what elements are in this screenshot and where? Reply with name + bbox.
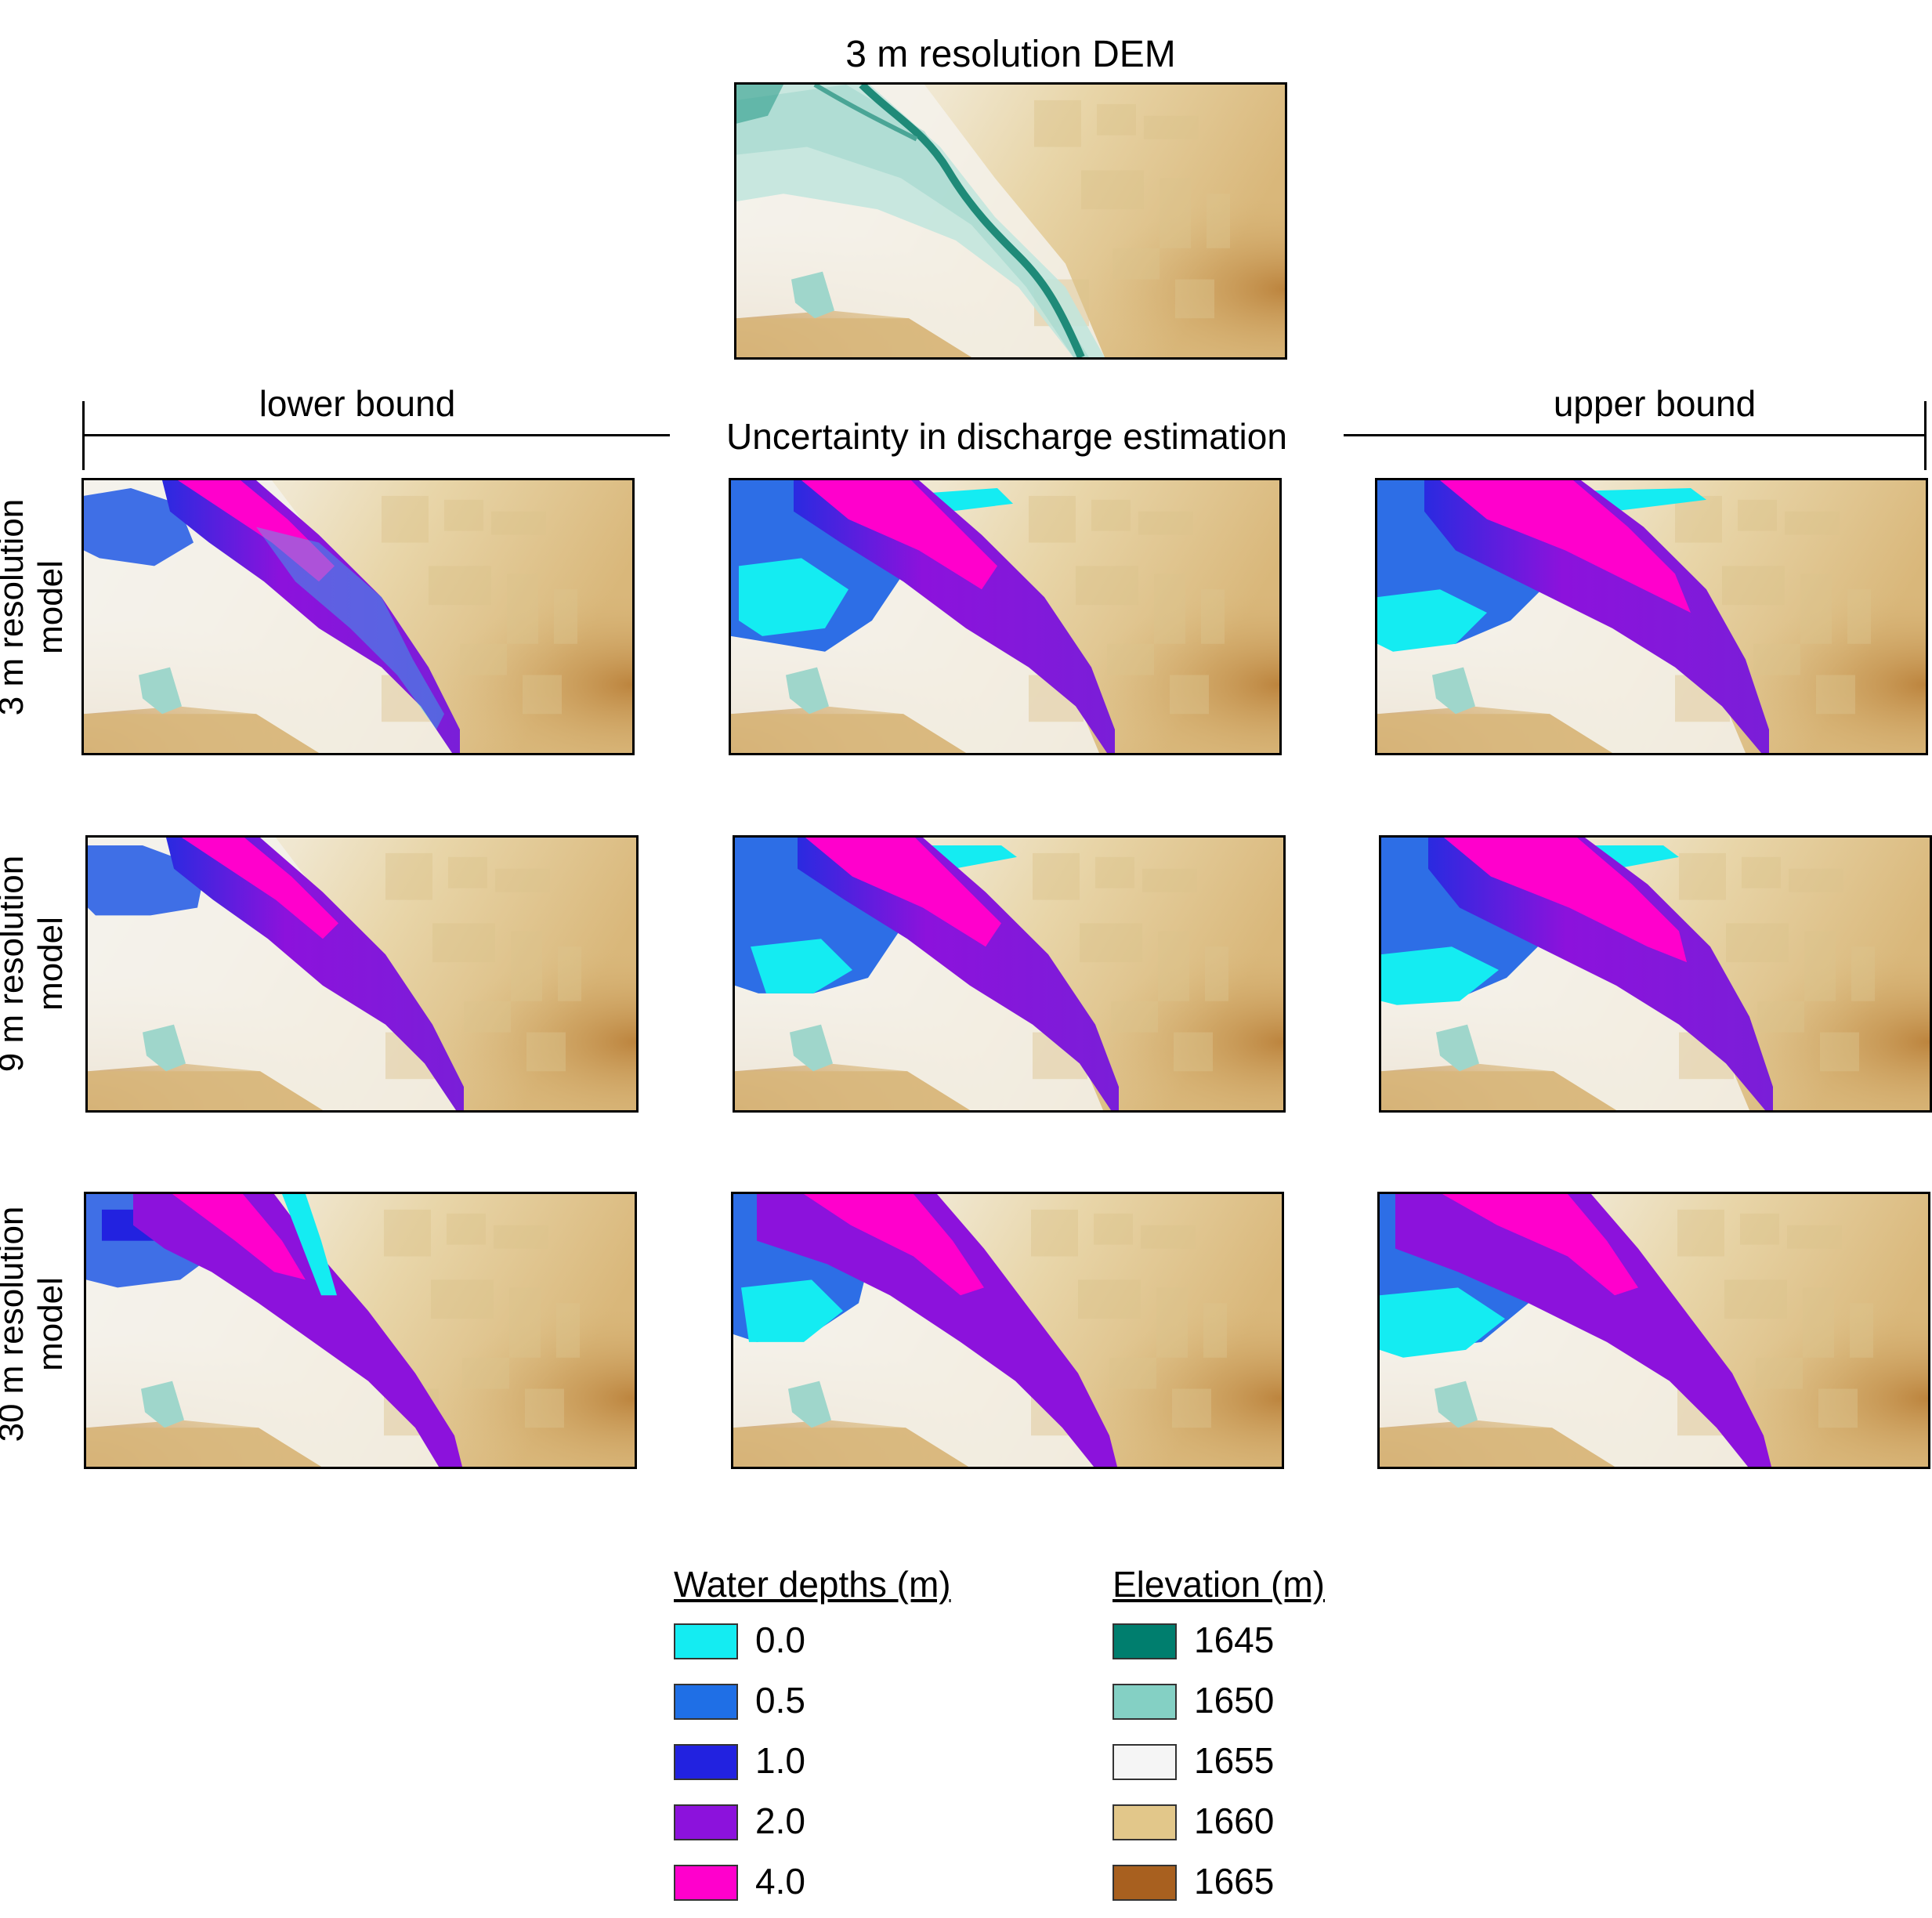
water-depth-swatch [674, 1623, 738, 1659]
elevation-swatch [1113, 1623, 1177, 1659]
water-depth-swatch [674, 1865, 738, 1901]
row-label-line1: 30 m resolution [0, 1206, 31, 1442]
uncertainty-title: Uncertainty in discharge estimation [726, 416, 1287, 457]
dem-map [734, 82, 1287, 360]
map-9m-middle [733, 835, 1286, 1113]
map-9m-lower [85, 835, 639, 1113]
water-depth-swatch [674, 1744, 738, 1780]
bracket-left-line [82, 434, 670, 436]
map-30m-upper [1377, 1192, 1930, 1469]
water-depth-label: 0.5 [755, 1680, 805, 1721]
bracket-right-tick [1924, 401, 1927, 470]
map-30m-middle [731, 1192, 1284, 1469]
row-label-line2: model [31, 917, 70, 1011]
dem-title: 3 m resolution DEM [845, 34, 1176, 75]
column-upper-bound: upper bound [1553, 383, 1757, 424]
water-depth-label: 4.0 [755, 1861, 805, 1902]
map-30m-lower [84, 1192, 637, 1469]
water-depth-swatch [674, 1684, 738, 1720]
row-label-line1: 3 m resolution [0, 498, 31, 715]
map-3m-lower [81, 478, 635, 755]
row-label-30m: 30 m resolution model [0, 1183, 71, 1465]
elevation-label: 1660 [1194, 1800, 1275, 1841]
row-label-3m: 3 m resolution model [0, 466, 71, 748]
row-label-line2: model [31, 560, 70, 654]
water-legend-title: Water depths (m) [674, 1564, 951, 1605]
elevation-label: 1655 [1194, 1740, 1275, 1781]
bracket-right-line [1344, 434, 1927, 436]
map-3m-upper [1375, 478, 1928, 755]
water-depth-label: 1.0 [755, 1740, 805, 1781]
row-label-9m: 9 m resolution model [0, 823, 71, 1105]
map-9m-upper [1379, 835, 1932, 1113]
row-label-line1: 9 m resolution [0, 855, 31, 1072]
elevation-swatch [1113, 1744, 1177, 1780]
elevation-swatch [1113, 1804, 1177, 1840]
elevation-swatch [1113, 1865, 1177, 1901]
water-depth-swatch [674, 1804, 738, 1840]
water-depth-label: 0.0 [755, 1619, 805, 1660]
elevation-legend-title: Elevation (m) [1113, 1564, 1325, 1605]
map-3m-middle [729, 478, 1282, 755]
elevation-swatch [1113, 1684, 1177, 1720]
elevation-label: 1650 [1194, 1680, 1275, 1721]
elevation-label: 1645 [1194, 1619, 1275, 1660]
elevation-label: 1665 [1194, 1861, 1275, 1902]
column-lower-bound: lower bound [259, 383, 456, 424]
row-label-line2: model [31, 1277, 70, 1371]
water-depth-label: 2.0 [755, 1800, 805, 1841]
